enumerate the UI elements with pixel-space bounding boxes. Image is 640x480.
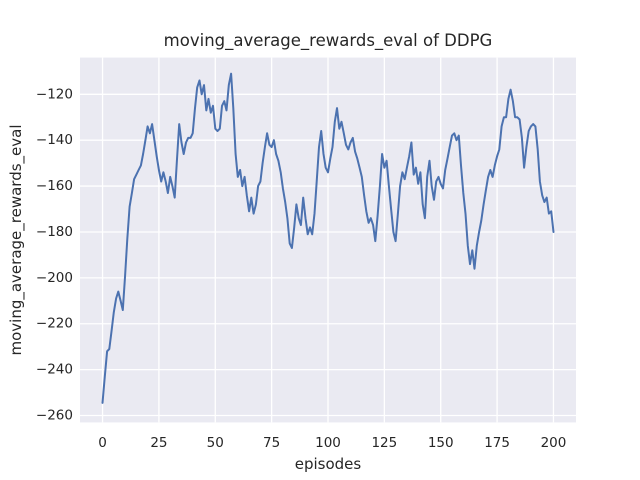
y-tick-label: −160	[36, 178, 73, 194]
x-tick-label: 75	[263, 435, 280, 451]
x-tick-label: 200	[541, 435, 567, 451]
y-tick-labels: −260 −240 −220 −200 −180 −160 −140 −120	[36, 86, 73, 423]
x-tick-label: 100	[315, 435, 341, 451]
x-tick-label: 175	[484, 435, 510, 451]
x-tick-label: 150	[428, 435, 454, 451]
x-tick-label: 125	[371, 435, 397, 451]
y-tick-label: −240	[36, 362, 73, 378]
grid-layer	[80, 57, 576, 423]
y-axis-label: moving_average_rewards_eval	[7, 125, 26, 356]
x-tick-label: 50	[207, 435, 224, 451]
x-tick-label: 25	[150, 435, 167, 451]
chart-title: moving_average_rewards_eval of DDPG	[164, 31, 493, 51]
y-tick-label: −140	[36, 132, 73, 148]
x-tick-label: 0	[98, 435, 107, 451]
y-tick-label: −260	[36, 408, 73, 424]
y-tick-label: −200	[36, 270, 73, 286]
series-line-moving-average-rewards	[101, 72, 555, 404]
y-tick-label: −220	[36, 316, 73, 332]
y-tick-label: −180	[36, 224, 73, 240]
x-axis-label: episodes	[295, 455, 362, 473]
x-tick-labels: 0 25 50 75 100 125 150 175 200	[98, 435, 566, 451]
y-tick-label: −120	[36, 86, 73, 102]
